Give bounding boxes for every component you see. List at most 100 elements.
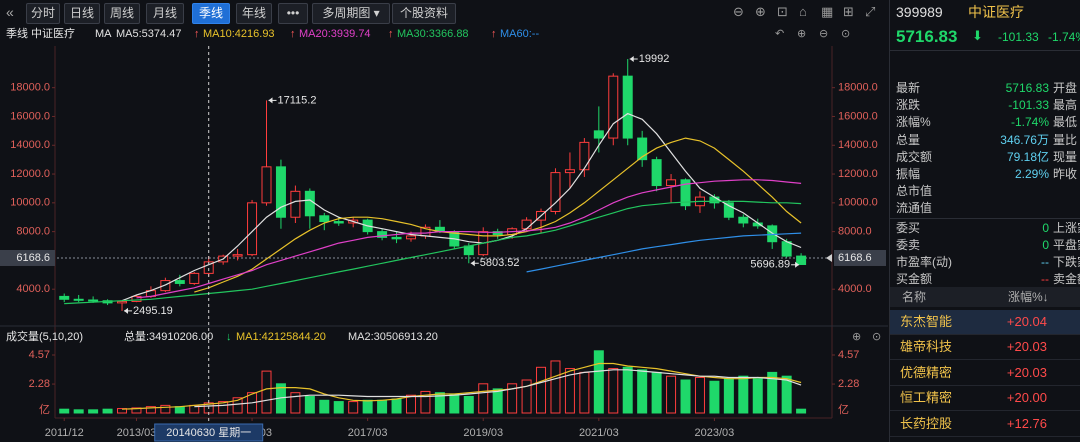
annotation-label: 2495.19	[133, 305, 173, 317]
candle-body	[203, 261, 214, 274]
candle-body	[463, 245, 474, 256]
y-tick-label: 18000.0	[838, 82, 878, 94]
field-label: 量比	[1053, 132, 1078, 147]
candle-body	[622, 75, 633, 139]
tool-icon[interactable]: ▦	[821, 4, 834, 19]
tab-button[interactable]: 周线	[104, 3, 140, 24]
field-label: 最新	[896, 81, 921, 95]
volume-bar	[88, 409, 99, 414]
field-value: 5716.83	[1005, 81, 1049, 95]
tool-icon[interactable]: ⊞	[843, 4, 854, 19]
stock-name[interactable]: 优德精密	[900, 364, 953, 380]
nav-back: «	[6, 4, 14, 20]
ma-arrow: ↑	[491, 28, 497, 40]
candle-body	[637, 137, 648, 161]
volume-bar	[348, 401, 359, 414]
tab-button[interactable]: 个股资料	[392, 3, 456, 24]
volume-bar	[521, 379, 532, 414]
candle-body	[174, 280, 185, 284]
volume-bar	[449, 393, 460, 414]
crosshair-label: 20140630 星期一	[166, 426, 251, 439]
ma-line	[64, 200, 802, 305]
volume-bar	[290, 392, 301, 414]
field-label: 成交额	[896, 149, 933, 164]
field-label: 委买	[896, 220, 921, 235]
field-label: 市盈率(动)	[896, 255, 952, 269]
down-arrow: ⬇	[972, 28, 983, 43]
stock-name[interactable]: 恒工精密	[900, 390, 953, 406]
last-price-box	[0, 249, 55, 266]
field-label: 卖金额	[1053, 272, 1080, 287]
tab-button[interactable]: 日线	[64, 3, 100, 24]
x-tick-label: 2017/03	[348, 427, 388, 439]
stock-name[interactable]: 雄帝科技	[900, 339, 953, 355]
volume-bar	[593, 350, 604, 414]
chart-tool: ⊙	[841, 28, 850, 40]
y-tick-label: 14000.0	[10, 139, 50, 151]
field-label: 下跌家数	[1053, 255, 1080, 269]
chart-tool: ⊙	[872, 331, 881, 343]
tool-icon[interactable]: ⌂	[799, 4, 807, 19]
tab-button[interactable]: 年线	[236, 3, 272, 24]
field-value: --	[1041, 272, 1049, 287]
candle-body	[738, 216, 749, 224]
y-tick-label: 4.57	[838, 349, 859, 361]
field-label: 涨跌	[896, 98, 921, 113]
legend-entry: MA10:4216.93	[203, 28, 275, 40]
row-divider	[890, 384, 1080, 386]
volume-title: 成交量(5,10,20)	[6, 329, 83, 343]
field-value: 346.76万	[1000, 132, 1049, 147]
volume-bar	[145, 406, 156, 414]
volume-bar	[564, 368, 575, 414]
tool-icon[interactable]: ⤢	[865, 4, 876, 19]
row-highlight	[890, 310, 1080, 334]
annotation-label: 19992	[639, 53, 670, 65]
candle-body	[666, 179, 677, 187]
y-tick-label: 10000.0	[838, 197, 878, 209]
candle-body	[492, 231, 503, 236]
candle-body	[73, 298, 84, 301]
volume-bar	[666, 375, 677, 414]
annotation-label: 17115.2	[278, 94, 317, 106]
tool-icon[interactable]: ⊕	[755, 4, 766, 19]
volume-total: 总量:34910206.00	[124, 329, 213, 343]
tab-button[interactable]: 多周期图 ▾	[312, 3, 390, 24]
volume-bar	[232, 397, 243, 414]
tab-button[interactable]: •••	[278, 3, 308, 24]
tab-button[interactable]: 季线	[192, 3, 230, 24]
volume-bar	[478, 383, 489, 414]
tab-button[interactable]: 分时	[26, 3, 60, 24]
ma-line	[121, 112, 802, 302]
volume-bar	[709, 380, 720, 414]
stock-name[interactable]: 长药控股	[900, 415, 953, 431]
volume-bar	[492, 388, 503, 414]
volume-bar	[738, 375, 749, 414]
change: -101.33	[998, 30, 1039, 44]
candle-body	[391, 236, 402, 240]
candle-body	[290, 190, 301, 218]
y-tick-label: 18000.0	[10, 82, 50, 94]
volume-bar	[405, 394, 416, 414]
volume-bar	[420, 390, 431, 414]
y-tick-label: 12000.0	[10, 168, 50, 180]
volume-bar	[796, 408, 807, 414]
volume-bar	[377, 399, 388, 414]
tool-icon[interactable]: ⊡	[777, 4, 788, 19]
tab-button[interactable]: 月线	[146, 3, 184, 24]
candle-body	[550, 172, 561, 212]
x-tick-label: 2019/03	[463, 427, 503, 439]
stock-name[interactable]: 东杰智能	[900, 314, 953, 329]
candle-body	[333, 221, 344, 224]
field-label: 委卖	[896, 237, 921, 252]
tool-icon[interactable]: ⊖	[733, 4, 744, 19]
x-tick-label: 2011/12	[45, 427, 84, 439]
volume-bar	[391, 398, 402, 414]
volume-bar	[73, 409, 84, 414]
divider	[890, 50, 1080, 51]
chart-tool: ↶	[775, 28, 784, 40]
candle-body	[723, 202, 734, 218]
volume-bar	[131, 407, 142, 414]
legend-entry: MA20:3939.74	[299, 28, 371, 40]
index-code: 399989	[896, 4, 943, 20]
